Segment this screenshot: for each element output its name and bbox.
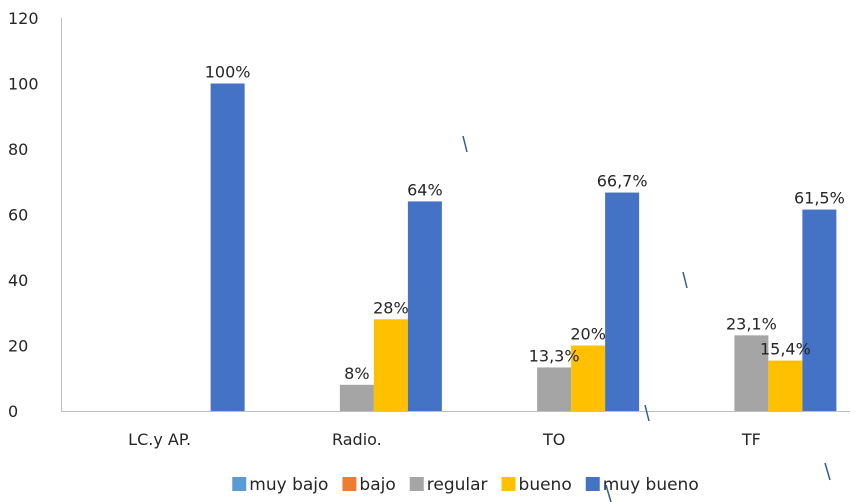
data-label: 23,1% bbox=[726, 314, 777, 333]
legend-label: muy bajo bbox=[249, 475, 328, 495]
stray-marks bbox=[462, 135, 831, 502]
stray-mark bbox=[682, 271, 688, 289]
bar bbox=[339, 384, 374, 411]
data-label: 61,5% bbox=[794, 189, 845, 208]
legend-item: muy bueno bbox=[585, 475, 699, 495]
legend-item: regular bbox=[409, 475, 488, 495]
data-label: 20% bbox=[570, 325, 606, 344]
legend-item: bueno bbox=[501, 475, 572, 495]
y-axis-ticks: 0 20 40 60 80 100 120 bbox=[8, 9, 39, 421]
legend-swatch bbox=[501, 477, 516, 491]
x-tick-label: TO bbox=[542, 430, 565, 449]
legend-swatch bbox=[342, 477, 357, 491]
y-tick-label: 60 bbox=[8, 206, 28, 225]
data-label: 66,7% bbox=[597, 172, 648, 191]
legend-swatch bbox=[585, 477, 600, 491]
bar bbox=[407, 201, 442, 411]
bar bbox=[210, 83, 245, 411]
bar bbox=[373, 319, 408, 411]
y-tick-label: 40 bbox=[8, 271, 28, 290]
bar bbox=[734, 335, 769, 411]
x-tick-label: LC.y AP. bbox=[128, 430, 191, 449]
legend-item: muy bajo bbox=[232, 475, 328, 495]
data-labels: 100% 8% 28% 64% 13,3% 20% 66,7% 23,1% 15,4% 61,5% bbox=[205, 63, 845, 383]
stray-mark bbox=[462, 135, 468, 153]
data-label: 100% bbox=[205, 63, 251, 82]
y-tick-label: 120 bbox=[8, 9, 39, 28]
legend-label: regular bbox=[427, 475, 488, 495]
legend-label: bajo bbox=[359, 475, 395, 495]
bar bbox=[605, 192, 640, 411]
y-tick-label: 80 bbox=[8, 140, 28, 159]
legend-swatch bbox=[409, 477, 424, 491]
data-label: 15,4% bbox=[760, 340, 811, 359]
bar bbox=[802, 209, 837, 411]
data-label: 8% bbox=[344, 364, 369, 383]
legend: muy bajo bajo regular bueno muy bueno bbox=[232, 475, 699, 495]
bars bbox=[210, 83, 837, 411]
stray-mark bbox=[824, 462, 831, 481]
stray-mark bbox=[644, 404, 650, 422]
data-label: 64% bbox=[407, 180, 443, 199]
legend-item: bajo bbox=[342, 475, 396, 495]
y-tick-label: 0 bbox=[8, 402, 18, 421]
x-tick-label: Radio. bbox=[332, 430, 382, 449]
data-label: 13,3% bbox=[529, 346, 580, 365]
bar bbox=[768, 360, 803, 411]
bar bbox=[571, 345, 606, 411]
x-axis-categories: LC.y AP. Radio. TO TF bbox=[128, 430, 761, 449]
x-tick-label: TF bbox=[741, 430, 761, 449]
legend-swatch bbox=[232, 477, 247, 491]
y-tick-label: 20 bbox=[8, 337, 28, 356]
legend-label: bueno bbox=[519, 475, 572, 495]
stray-mark bbox=[605, 484, 612, 502]
data-label: 28% bbox=[373, 298, 409, 317]
bar bbox=[537, 367, 572, 411]
y-tick-label: 100 bbox=[8, 75, 39, 94]
legend-label: muy bueno bbox=[603, 475, 699, 495]
